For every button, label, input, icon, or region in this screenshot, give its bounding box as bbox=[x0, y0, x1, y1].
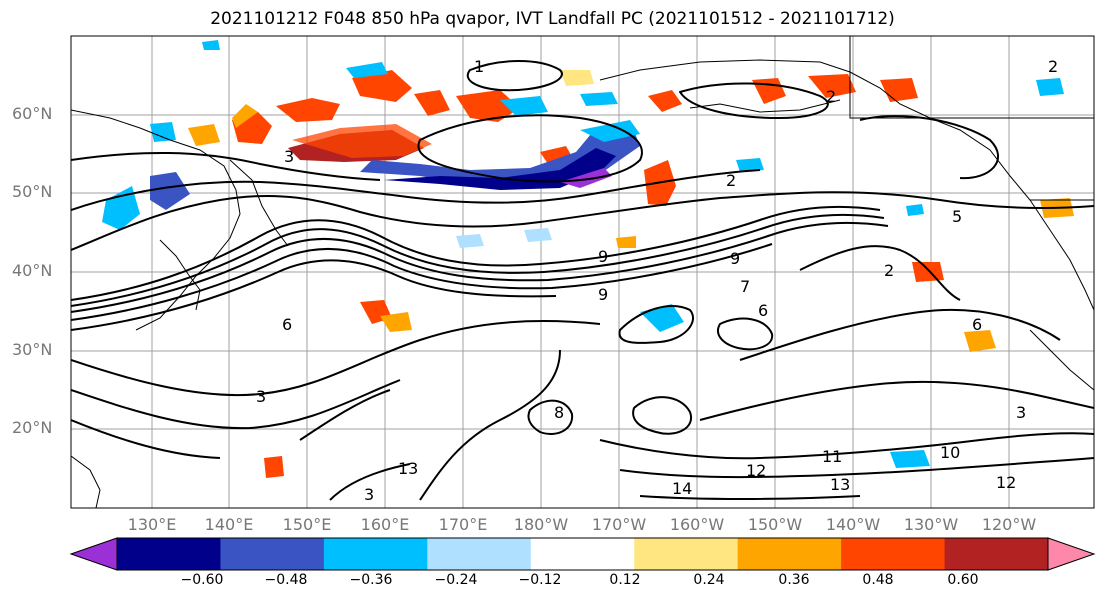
colorbar bbox=[69, 537, 1096, 571]
contour-label: 2 bbox=[726, 171, 736, 190]
contour-label: 3 bbox=[256, 387, 266, 406]
qvapor-fill bbox=[102, 40, 1074, 478]
colorbar-cell bbox=[427, 538, 532, 570]
contour-label: 8 bbox=[554, 403, 564, 422]
colorbar-cell bbox=[220, 538, 325, 570]
colorbar-tick-label: −0.12 bbox=[518, 572, 562, 588]
lat-label-40: 40°N bbox=[12, 261, 53, 280]
contour-label: 12 bbox=[746, 461, 766, 480]
lon-label: 180°W bbox=[513, 515, 569, 534]
contour-label: 2 bbox=[1048, 57, 1058, 76]
lon-label: 170°W bbox=[591, 515, 647, 534]
colorbar-cell bbox=[323, 538, 428, 570]
colorbar-extend-max bbox=[1047, 537, 1096, 571]
colorbar-tick-label: 0.48 bbox=[862, 572, 894, 588]
colorbar-tick-label: 0.36 bbox=[778, 572, 810, 588]
lat-label-60: 60°N bbox=[12, 104, 53, 123]
lon-label: 120°W bbox=[981, 515, 1037, 534]
contour-label: 14 bbox=[672, 479, 692, 498]
lon-label: 150°E bbox=[282, 515, 332, 534]
lat-label-50: 50°N bbox=[12, 182, 53, 201]
political-borders bbox=[849, 36, 1094, 201]
contour-label: 13 bbox=[398, 459, 418, 478]
colorbar-cell bbox=[737, 538, 842, 570]
map-title: 2021101212 F048 850 hPa qvapor, IVT Land… bbox=[210, 9, 895, 29]
colorbar-tick-label: −0.48 bbox=[264, 572, 308, 588]
lon-label: 150°W bbox=[747, 515, 803, 534]
lon-label: 130°W bbox=[903, 515, 959, 534]
lon-label: 130°E bbox=[127, 515, 177, 534]
colorbar-tick-label: 0.12 bbox=[609, 572, 641, 588]
contour-label: 5 bbox=[952, 207, 962, 226]
lat-label-30: 30°N bbox=[12, 340, 53, 359]
contour-label: 2 bbox=[884, 261, 894, 280]
colorbar-cell bbox=[530, 538, 635, 570]
colorbar-cell bbox=[841, 538, 946, 570]
lon-label: 160°W bbox=[669, 515, 725, 534]
colorbar-cell bbox=[117, 538, 221, 570]
contour-label: 6 bbox=[972, 315, 982, 334]
contour-label: 10 bbox=[940, 443, 960, 462]
contour-label: 6 bbox=[758, 301, 768, 320]
colorbar-cell bbox=[944, 538, 1049, 570]
lat-label-20: 20°N bbox=[12, 418, 53, 437]
colorbar-tick-label: −0.60 bbox=[180, 572, 224, 588]
ivt-contours bbox=[71, 60, 1094, 501]
lon-label: 140°W bbox=[825, 515, 881, 534]
contour-label: 3 bbox=[284, 147, 294, 166]
contour-label: 6 bbox=[282, 315, 292, 334]
colorbar-tick-label: 0.24 bbox=[693, 572, 725, 588]
contour-label: 7 bbox=[740, 277, 750, 296]
colorbar-tick-label: 0.60 bbox=[947, 572, 979, 588]
contour-label: 11 bbox=[822, 447, 842, 466]
contour-label: 12 bbox=[996, 473, 1016, 492]
contour-label: 3 bbox=[1016, 403, 1026, 422]
colorbar-tick-label: −0.36 bbox=[349, 572, 393, 588]
colorbar-cell bbox=[634, 538, 739, 570]
lon-label: 140°E bbox=[204, 515, 254, 534]
contour-label: 1 bbox=[474, 57, 484, 76]
colorbar-extend-min bbox=[69, 537, 118, 571]
contour-label-group: 1 2 2 3 2 5 9 9 9 6 7 2 3 6 8 13 14 12 1… bbox=[256, 57, 1058, 504]
lon-label: 160°E bbox=[360, 515, 410, 534]
contour-label: 9 bbox=[598, 285, 608, 304]
contour-label: 13 bbox=[830, 475, 850, 494]
contour-label: 3 bbox=[364, 485, 374, 504]
contour-label: 9 bbox=[598, 247, 608, 266]
contour-label: 2 bbox=[826, 87, 836, 106]
map-frame bbox=[70, 35, 1095, 509]
contour-label: 9 bbox=[730, 249, 740, 268]
lon-label: 170°E bbox=[438, 515, 488, 534]
colorbar-tick-label: −0.24 bbox=[434, 572, 478, 588]
